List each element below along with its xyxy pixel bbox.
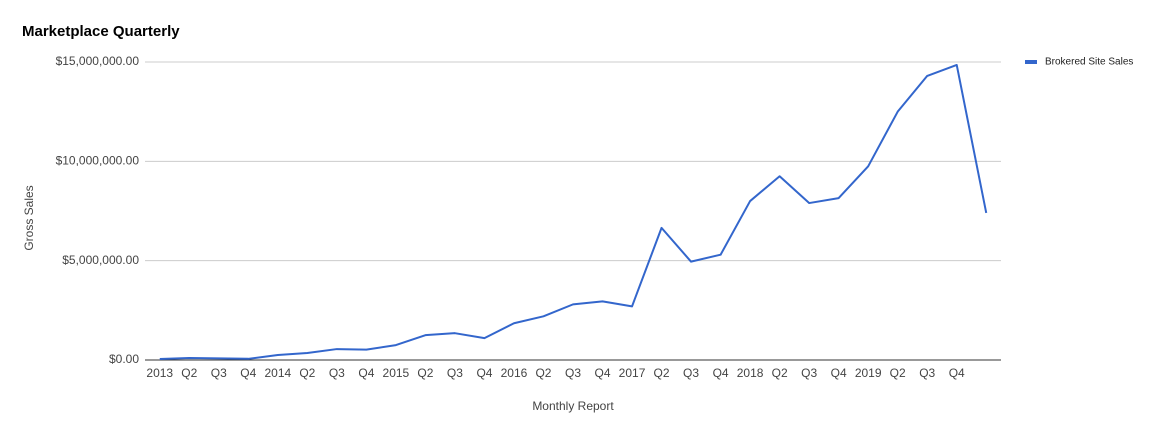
x-tick-label: 2016: [501, 366, 528, 380]
y-tick-label: $15,000,000.00: [56, 54, 140, 68]
x-tick-label: Q4: [240, 366, 256, 380]
x-tick-label: 2018: [737, 366, 764, 380]
y-tick-label: $10,000,000.00: [56, 154, 140, 168]
x-tick-label: Q3: [447, 366, 463, 380]
x-tick-label: 2017: [619, 366, 646, 380]
x-tick-label: Q4: [949, 366, 965, 380]
legend-swatch: [1025, 60, 1037, 64]
x-tick-label: 2014: [264, 366, 291, 380]
legend-label: Brokered Site Sales: [1045, 57, 1133, 68]
x-tick-label: Q2: [654, 366, 670, 380]
x-tick-label: 2015: [383, 366, 410, 380]
x-tick-label: Q2: [772, 366, 788, 380]
x-tick-label: Q2: [299, 366, 315, 380]
x-tick-label: Q2: [181, 366, 197, 380]
x-tick-label: Q3: [683, 366, 699, 380]
x-tick-label: Q3: [329, 366, 345, 380]
chart-title: Marketplace Quarterly: [22, 23, 180, 40]
y-tick-label: $5,000,000.00: [62, 253, 139, 267]
y-tick-label: $0.00: [109, 352, 139, 366]
line: [159, 63, 988, 361]
x-tick-label: Q2: [417, 366, 433, 380]
x-tick-label: Q4: [595, 366, 611, 380]
x-tick-label: Q3: [919, 366, 935, 380]
x-tick-label: Q3: [211, 366, 227, 380]
x-tick-label: Q4: [358, 366, 374, 380]
x-tick-label: Q4: [831, 366, 847, 380]
x-tick-label: Q4: [476, 366, 492, 380]
y-axis-label: Gross Sales: [22, 185, 36, 250]
x-axis-label: Monthly Report: [532, 399, 614, 413]
x-tick-label: Q2: [890, 366, 906, 380]
x-tick-label: Q3: [565, 366, 581, 380]
x-tick-label: Q2: [535, 366, 551, 380]
x-tick-label: 2019: [855, 366, 882, 380]
x-tick-label: Q4: [713, 366, 729, 380]
x-tick-label: 2013: [146, 366, 173, 380]
x-tick-label: Q3: [801, 366, 817, 380]
